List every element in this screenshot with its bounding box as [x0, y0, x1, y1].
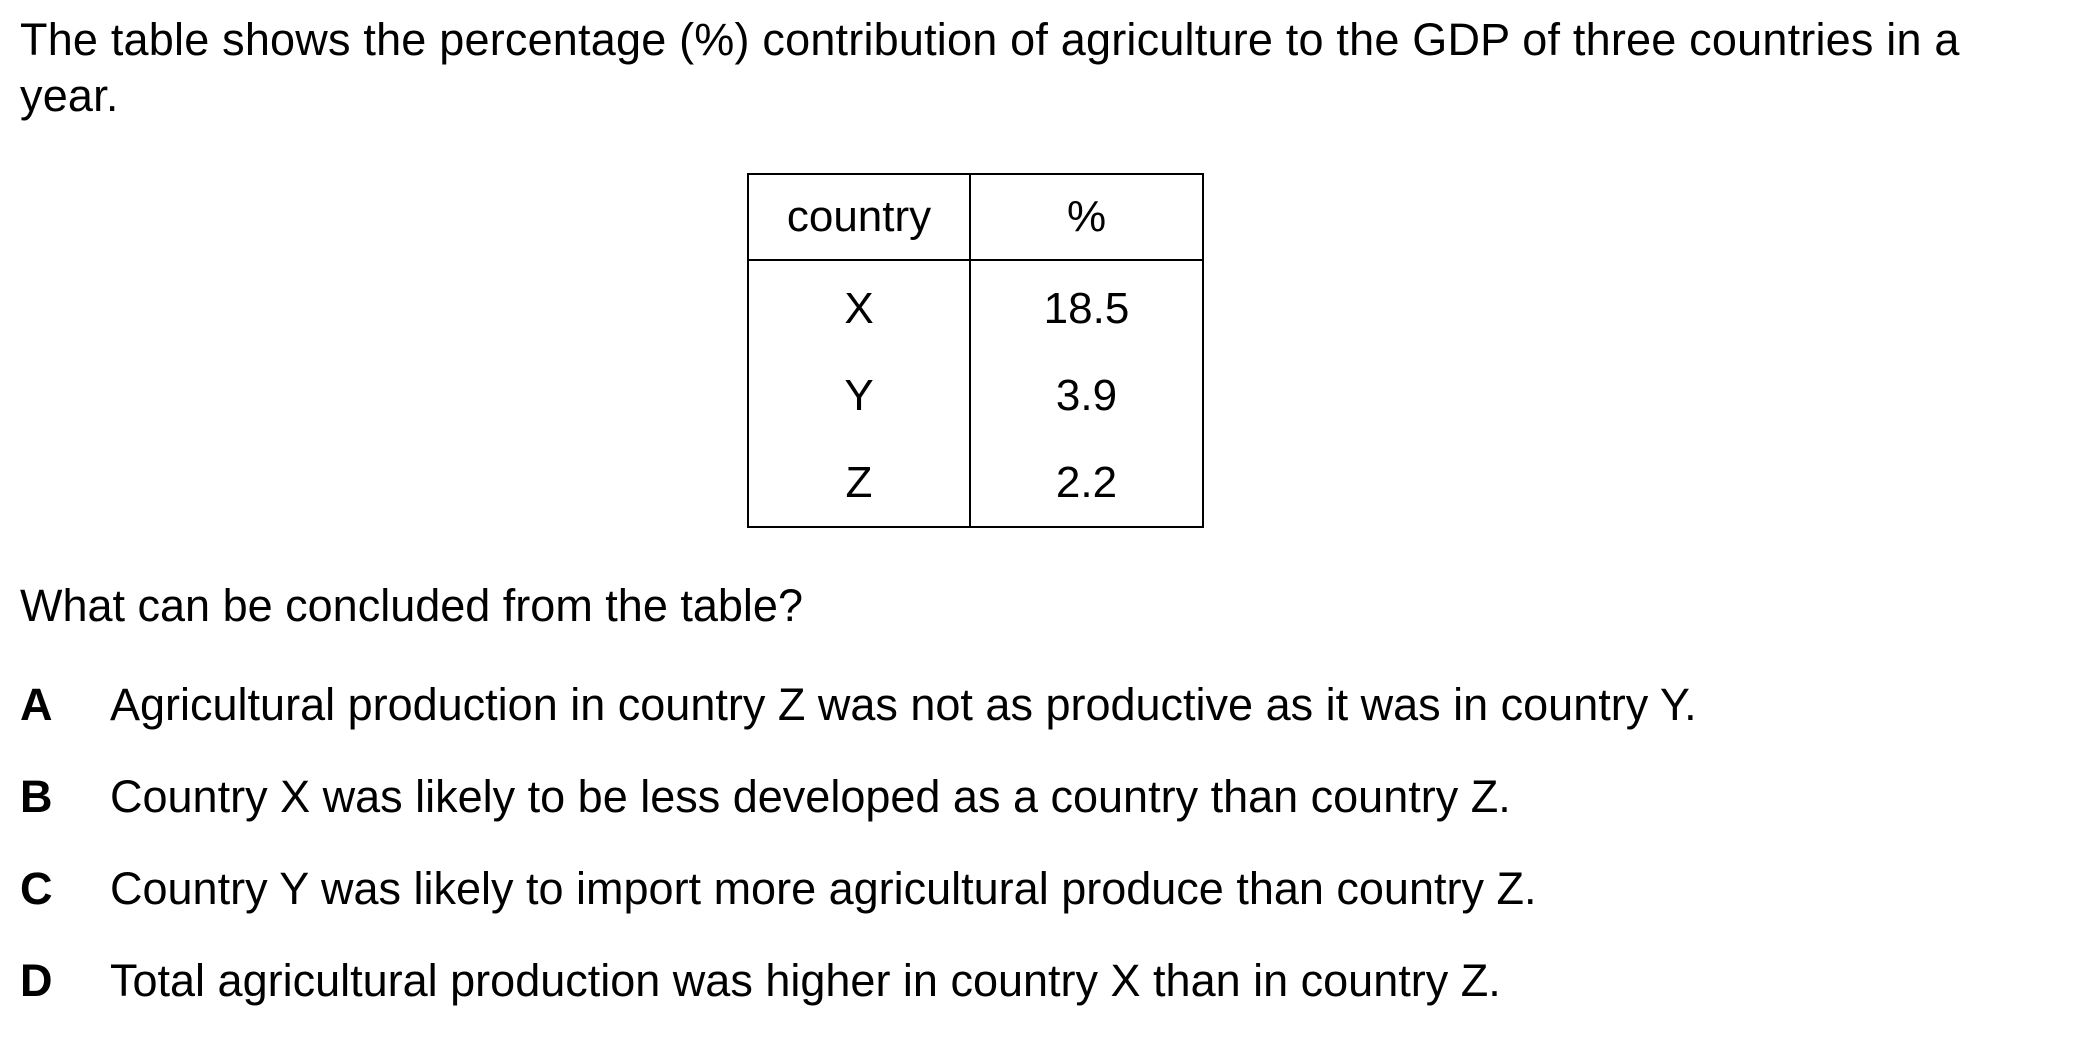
question-prompt: What can be concluded from the table? [20, 580, 803, 631]
question-intro: The table shows the percentage (%) contr… [20, 14, 1960, 121]
table-header-row: country % [747, 173, 1204, 261]
option-text: Total agricultural production was higher… [110, 955, 1501, 1006]
cell-country: Z [747, 439, 971, 528]
option-text: Country Y was likely to import more agri… [110, 863, 1537, 914]
header-country: country [747, 173, 971, 261]
cell-percent: 2.2 [969, 439, 1204, 528]
table-row: Z 2.2 [747, 439, 1204, 528]
option-letter: D [20, 955, 53, 1006]
option-letter: B [20, 771, 53, 822]
cell-percent: 3.9 [969, 352, 1204, 439]
option-text: Agricultural production in country Z was… [110, 679, 1697, 730]
table-row: X 18.5 [747, 260, 1204, 352]
cell-country: Y [747, 352, 971, 439]
cell-country: X [747, 260, 971, 352]
table-row: Y 3.9 [747, 352, 1204, 439]
option-text: Country X was likely to be less develope… [110, 771, 1511, 822]
header-percent: % [969, 173, 1204, 261]
gdp-table: country % X 18.5 Y 3.9 Z 2.2 [747, 173, 1204, 528]
option-letter: A [20, 679, 53, 730]
cell-percent: 18.5 [969, 260, 1204, 352]
option-letter: C [20, 863, 53, 914]
